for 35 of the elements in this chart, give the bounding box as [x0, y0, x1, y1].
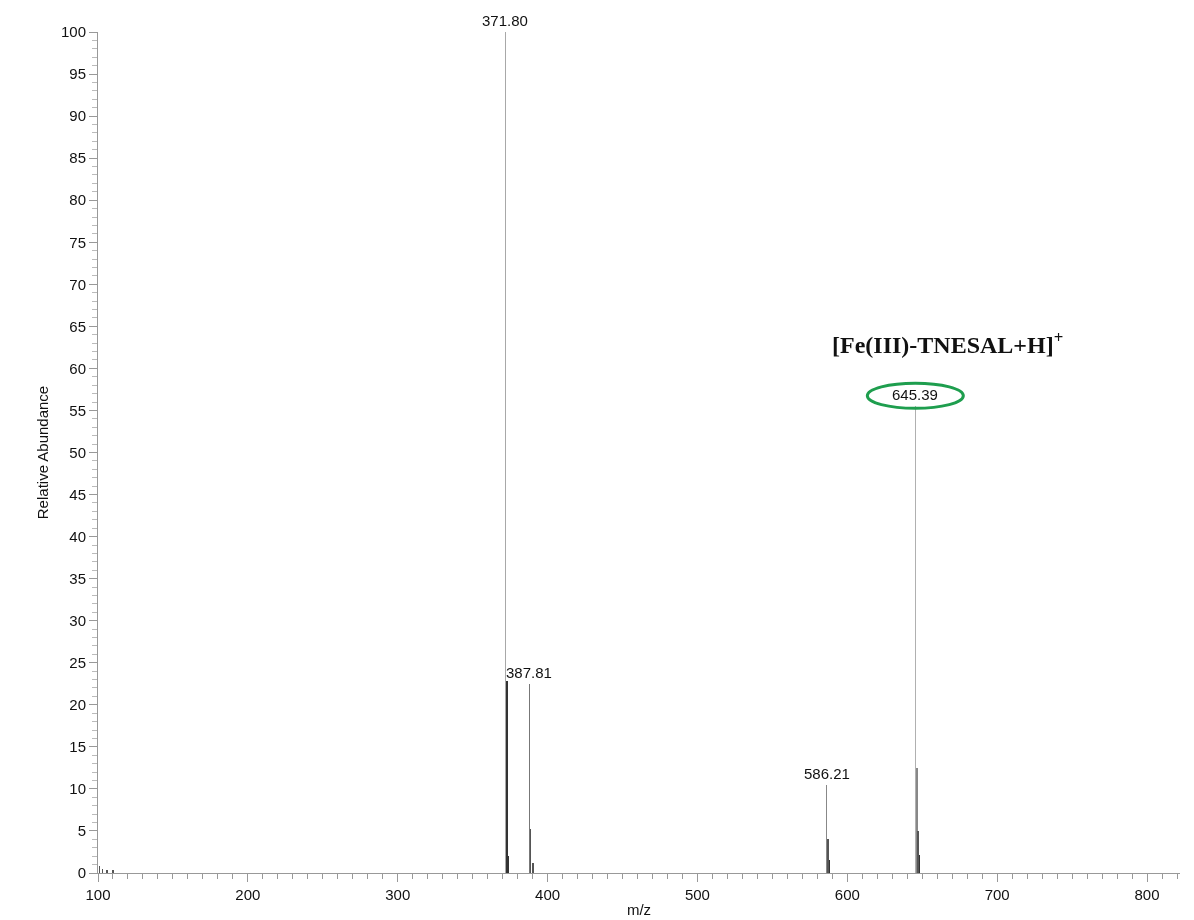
y-tick-label: 50: [69, 443, 86, 461]
y-tick-label: 65: [69, 317, 86, 335]
x-tick-label: 700: [984, 886, 1010, 903]
x-tick-label: 500: [684, 886, 710, 903]
annotation: [Fe(III)-TNESAL+H]$^{+}$: [832, 328, 1064, 359]
y-tick-label: 85: [69, 149, 86, 167]
x-axis-title: m/z: [626, 901, 652, 918]
y-axis-title: Relative Abundance: [34, 385, 52, 520]
y-tick-label: 40: [69, 527, 86, 545]
y-tick-label: 55: [69, 401, 86, 419]
annotation: 586.21: [804, 765, 850, 782]
y-tick-label: 25: [69, 654, 86, 671]
y-tick-label: 90: [69, 107, 86, 125]
x-tick-label: 400: [535, 886, 561, 903]
y-tick-label: 75: [69, 233, 86, 251]
y-tick-label: 70: [69, 275, 86, 293]
y-tick-label: 20: [69, 696, 86, 714]
y-tick-label: 5: [77, 822, 86, 840]
x-tick-label: 800: [1134, 886, 1160, 903]
y-tick-label: 30: [69, 611, 86, 629]
x-tick-label: 300: [385, 886, 411, 903]
y-tick-label: 10: [69, 780, 86, 798]
y-tick-label: 15: [69, 738, 86, 756]
y-tick-label: 35: [69, 569, 86, 587]
annotation: 387.81: [506, 664, 552, 681]
y-tick-label: 95: [69, 65, 86, 83]
y-tick-label: 80: [69, 191, 86, 209]
y-tick-label: 45: [69, 485, 86, 503]
x-tick-label: 600: [834, 886, 860, 903]
y-tick-label: 0: [77, 864, 86, 882]
x-tick-label: 200: [235, 886, 261, 903]
y-tick-label: 100: [60, 23, 86, 41]
y-tick-label: 60: [69, 359, 86, 377]
annotation: 645.39: [892, 386, 938, 403]
annotation: 371.80: [482, 12, 528, 29]
